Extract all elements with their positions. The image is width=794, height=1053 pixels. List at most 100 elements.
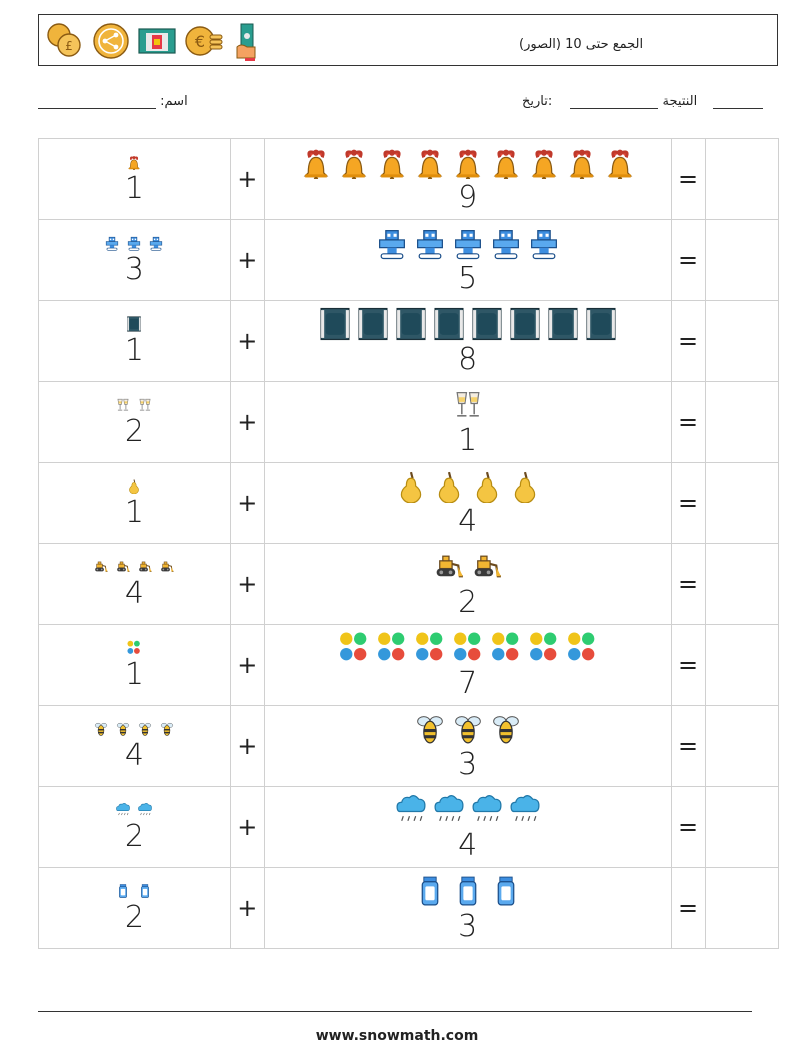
addend-a-number: 2 <box>124 900 144 935</box>
date-result-field: النتيجة :تاريخ <box>522 94 764 109</box>
problem-row: 1 + 7 = <box>38 624 780 706</box>
plus-sign: + <box>229 624 265 706</box>
addend-a-cell: 1 <box>38 624 231 706</box>
answer-box[interactable] <box>704 138 780 220</box>
robot-icon <box>126 235 142 255</box>
hand-cash-icon <box>229 21 269 61</box>
bell-icon <box>299 145 333 183</box>
problem-row: 4 + 2 = <box>38 543 780 625</box>
addend-a-number: 4 <box>124 738 144 773</box>
addend-a-cell: 1 <box>38 138 231 220</box>
addition-table: 1 + 9 = 3 + 5 = 1 + 8 = 2 + 1 = 1 + 4 = 4 + 2 = 1 + 7… <box>38 138 780 949</box>
addend-b-cell: 7 <box>263 624 672 706</box>
addend-a-number: 1 <box>124 657 144 692</box>
money-card-icon <box>137 21 177 61</box>
toast-glasses-icon <box>115 397 131 417</box>
addend-b-number: 4 <box>458 828 478 863</box>
bulldozer-icon <box>137 559 153 579</box>
result-label: النتيجة <box>662 94 698 109</box>
equals-sign: = <box>670 300 706 382</box>
addend-b-cell: 1 <box>263 381 672 463</box>
bell-icon <box>375 145 409 183</box>
problem-row: 1 + 9 = <box>38 138 780 220</box>
film-frame-icon <box>126 316 142 336</box>
footer-url: www.snowmath.com <box>315 1028 479 1044</box>
date-blank[interactable] <box>713 95 764 109</box>
coins-icon: £ <box>45 21 85 61</box>
pear-icon <box>508 469 542 507</box>
number-blocks-icon <box>565 631 599 669</box>
plus-sign: + <box>229 300 265 382</box>
pear-icon <box>432 469 466 507</box>
toast-glasses-icon <box>137 397 153 417</box>
bee-icon <box>413 712 447 750</box>
plus-sign: + <box>229 786 265 868</box>
name-blank[interactable] <box>38 95 156 109</box>
pear-icon <box>126 478 142 498</box>
bee-icon <box>489 712 523 750</box>
bulldozer-icon <box>93 559 109 579</box>
plus-sign: + <box>229 381 265 463</box>
bell-icon <box>126 154 142 174</box>
addend-a-cell: 1 <box>38 300 231 382</box>
plus-sign: + <box>229 705 265 787</box>
answer-box[interactable] <box>704 705 780 787</box>
result-blank[interactable] <box>570 95 659 109</box>
addend-b-number: 7 <box>458 666 478 701</box>
addend-b-number: 2 <box>458 585 478 620</box>
answer-box[interactable] <box>704 462 780 544</box>
addend-a-cell: 2 <box>38 786 231 868</box>
bulldozer-icon <box>159 559 175 579</box>
addend-a-icons <box>39 640 230 660</box>
rain-cloud-icon <box>137 802 153 822</box>
bottle-robot-icon <box>137 883 153 903</box>
answer-box[interactable] <box>704 867 780 949</box>
addend-a-number: 3 <box>124 252 144 287</box>
problem-row: 2 + 4 = <box>38 786 780 868</box>
rain-cloud-icon <box>394 793 428 831</box>
share-coin-icon <box>91 21 131 61</box>
addend-a-icons <box>39 154 230 174</box>
addend-b-number: 1 <box>458 423 478 458</box>
addend-a-icons <box>39 235 230 255</box>
addend-a-cell: 4 <box>38 543 231 625</box>
bulldozer-icon <box>470 550 504 588</box>
answer-box[interactable] <box>704 624 780 706</box>
answer-box[interactable] <box>704 543 780 625</box>
problem-row: 3 + 5 = <box>38 219 780 301</box>
equals-sign: = <box>670 705 706 787</box>
addend-b-cell: 5 <box>263 219 672 301</box>
answer-box[interactable] <box>704 381 780 463</box>
answer-box[interactable] <box>704 786 780 868</box>
equals-sign: = <box>670 462 706 544</box>
problem-row: 2 + 1 = <box>38 381 780 463</box>
number-blocks-icon <box>489 631 523 669</box>
answer-box[interactable] <box>704 219 780 301</box>
addend-b-cell: 4 <box>263 786 672 868</box>
equals-sign: = <box>670 624 706 706</box>
number-blocks-icon <box>126 640 142 660</box>
addend-b-cell: 4 <box>263 462 672 544</box>
equals-sign: = <box>670 381 706 463</box>
name-field: :اسم <box>38 94 188 109</box>
worksheet-header: £ € الجمع حتى 10 (الصور) <box>38 14 778 66</box>
addend-a-cell: 2 <box>38 867 231 949</box>
addend-b-cell: 2 <box>263 543 672 625</box>
equals-sign: = <box>670 138 706 220</box>
robot-icon <box>148 235 164 255</box>
bell-icon <box>527 145 561 183</box>
svg-text:£: £ <box>65 39 73 53</box>
bottle-robot-icon <box>413 874 447 912</box>
equals-sign: = <box>670 219 706 301</box>
robot-icon <box>451 226 485 264</box>
addend-b-icons <box>265 793 671 831</box>
date-label: :تاريخ <box>522 94 553 109</box>
number-blocks-icon <box>375 631 409 669</box>
worksheet-title: الجمع حتى 10 (الصور) <box>519 37 644 52</box>
answer-box[interactable] <box>704 300 780 382</box>
number-blocks-icon <box>337 631 371 669</box>
bee-icon <box>115 721 131 741</box>
bottle-robot-icon <box>451 874 485 912</box>
rain-cloud-icon <box>508 793 542 831</box>
robot-icon <box>104 235 120 255</box>
